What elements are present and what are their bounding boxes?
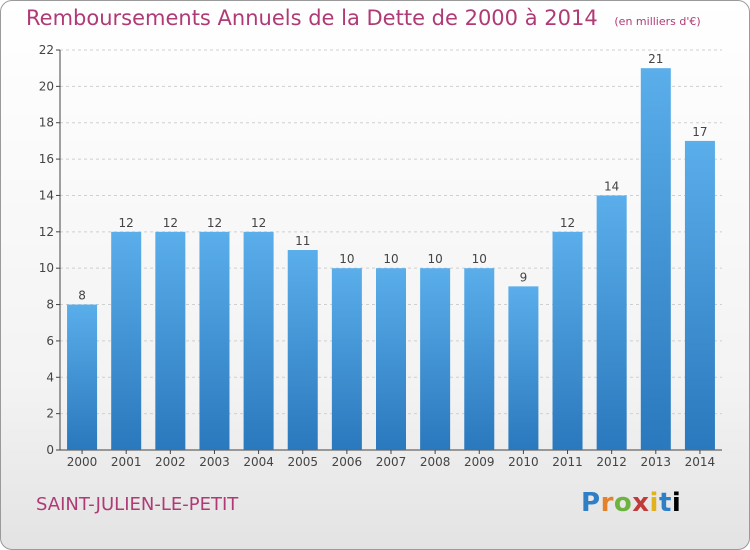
x-tick-label: 2001	[111, 455, 142, 469]
x-tick-label: 2012	[596, 455, 627, 469]
bar	[552, 231, 583, 450]
data-label: 12	[119, 216, 134, 230]
data-label: 12	[163, 216, 178, 230]
bar	[199, 231, 230, 450]
data-label: 12	[560, 216, 575, 230]
y-tick-label: 2	[46, 407, 54, 421]
y-tick-label: 8	[46, 298, 54, 312]
bar	[67, 304, 98, 450]
x-tick-label: 2014	[685, 455, 716, 469]
bar	[111, 231, 142, 450]
logo-letter: i	[649, 488, 659, 518]
x-tick-label: 2011	[552, 455, 583, 469]
y-tick-label: 18	[39, 116, 54, 130]
data-label: 10	[383, 252, 398, 266]
x-tick-label: 2005	[287, 455, 318, 469]
logo-letter: r	[600, 488, 614, 518]
y-tick-label: 4	[46, 370, 54, 384]
logo-letter: P	[581, 488, 601, 518]
data-label: 10	[472, 252, 487, 266]
x-tick-label: 2007	[376, 455, 407, 469]
chart-unit: (en milliers d'€)	[614, 15, 701, 28]
bar	[640, 68, 671, 450]
y-tick-label: 16	[39, 152, 54, 166]
logo-letter: o	[613, 488, 633, 518]
x-tick-label: 2010	[508, 455, 539, 469]
bar	[287, 250, 318, 450]
y-tick-label: 12	[39, 225, 54, 239]
data-label: 17	[692, 125, 707, 139]
proxiti-logo: Proxiti	[581, 488, 681, 518]
y-tick-label: 10	[39, 261, 54, 275]
data-label: 12	[251, 216, 266, 230]
logo-letter: x	[632, 488, 650, 518]
bar	[596, 195, 627, 450]
bar	[420, 268, 451, 450]
bar	[375, 268, 407, 450]
data-label: 21	[648, 52, 663, 66]
x-tick-label: 2002	[155, 455, 186, 469]
bar	[684, 140, 715, 450]
logo-letter: i	[671, 488, 682, 518]
x-tick-label: 2003	[199, 455, 230, 469]
bar	[155, 231, 186, 450]
x-tick-label: 2013	[641, 455, 672, 469]
x-tick-label: 2004	[243, 455, 274, 469]
y-tick-label: 22	[39, 43, 54, 57]
chart-title-text: Remboursements Annuels de la Dette de 20…	[26, 6, 598, 30]
data-label: 12	[207, 216, 222, 230]
chart-title: Remboursements Annuels de la Dette de 20…	[26, 6, 701, 30]
y-tick-label: 0	[46, 443, 54, 457]
y-tick-label: 20	[39, 79, 54, 93]
bar	[508, 286, 539, 450]
x-tick-label: 2009	[464, 455, 495, 469]
y-tick-label: 6	[46, 334, 54, 348]
y-tick-label: 14	[39, 188, 54, 202]
data-label: 9	[520, 270, 528, 284]
bar	[331, 268, 362, 450]
place-name: SAINT-JULIEN-LE-PETIT	[36, 494, 239, 515]
data-label: 10	[339, 252, 354, 266]
x-tick-label: 2000	[67, 455, 98, 469]
data-label: 11	[295, 234, 310, 248]
data-label: 14	[604, 179, 619, 193]
data-label: 8	[78, 289, 86, 303]
bar	[464, 268, 495, 450]
data-label: 10	[427, 252, 442, 266]
x-tick-label: 2008	[420, 455, 451, 469]
bar	[243, 231, 274, 450]
logo-letter: t	[658, 488, 672, 518]
x-tick-label: 2006	[332, 455, 363, 469]
